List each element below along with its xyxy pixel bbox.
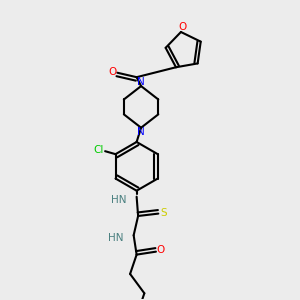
Text: Cl: Cl xyxy=(93,145,104,155)
Text: O: O xyxy=(178,22,187,32)
Text: O: O xyxy=(157,245,165,256)
Text: S: S xyxy=(160,208,167,218)
Text: HN: HN xyxy=(108,233,124,243)
Text: N: N xyxy=(136,77,144,87)
Text: O: O xyxy=(108,67,117,77)
Text: N: N xyxy=(136,127,144,137)
Text: HN: HN xyxy=(111,195,127,205)
